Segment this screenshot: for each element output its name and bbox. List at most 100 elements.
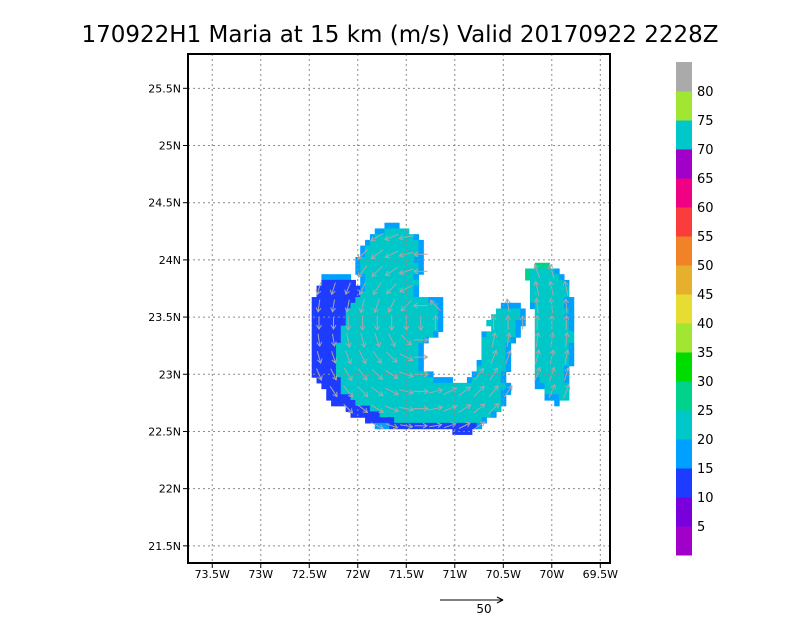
wind-cell	[326, 297, 332, 304]
wind-cell	[394, 274, 400, 281]
wind-cell	[423, 319, 429, 327]
wind-cell	[486, 354, 492, 361]
wind-cell	[365, 274, 371, 281]
wind-cell	[360, 359, 366, 367]
wind-cell	[559, 348, 565, 355]
wind-cell	[471, 411, 478, 418]
wind-cell	[335, 342, 342, 350]
wind-cell	[374, 257, 381, 264]
wind-cell	[331, 331, 337, 338]
wind-cell	[403, 394, 410, 401]
wind-cell	[379, 291, 386, 298]
wind-vector	[385, 369, 399, 379]
wind-cell	[559, 302, 565, 310]
wind-cell	[379, 314, 386, 321]
wind-cell	[403, 382, 410, 390]
wind-cell	[471, 400, 478, 407]
wind-cell	[369, 239, 376, 247]
wind-cell	[437, 314, 444, 321]
wind-cell	[316, 308, 322, 315]
wind-cell	[389, 348, 395, 355]
wind-cell	[515, 319, 521, 327]
wind-cell	[568, 359, 575, 367]
wind-cell	[505, 308, 512, 315]
wind-cell	[549, 394, 555, 401]
wind-vector	[384, 233, 399, 241]
wind-cell	[423, 297, 429, 304]
wind-cell	[394, 382, 400, 390]
wind-cell	[379, 394, 386, 401]
wind-cell	[457, 394, 463, 401]
wind-cell	[389, 400, 395, 407]
wind-cell	[340, 331, 347, 338]
wind-cell	[365, 262, 371, 270]
wind-vector	[388, 315, 395, 331]
wind-cell	[568, 308, 575, 315]
wind-cell	[311, 337, 318, 344]
wind-cell	[413, 365, 419, 373]
scale-arrow-head	[496, 596, 504, 604]
wind-cell	[335, 331, 342, 338]
wind-cell	[515, 308, 521, 315]
wind-vector	[473, 385, 485, 397]
wind-cell	[394, 251, 400, 258]
wind-cell	[399, 314, 405, 321]
wind-cell	[447, 411, 453, 418]
wind-cell	[486, 348, 492, 355]
wind-vector	[428, 387, 444, 394]
wind-cell	[539, 308, 546, 315]
wind-cell	[374, 359, 381, 367]
wind-cell	[408, 411, 415, 418]
wind-cell	[399, 365, 405, 373]
wind-cell	[413, 245, 419, 252]
wind-cell	[559, 297, 565, 304]
colorbar-swatch	[676, 468, 692, 498]
wind-vector	[344, 299, 351, 313]
wind-cell	[369, 262, 376, 270]
wind-cell	[340, 348, 347, 355]
wind-cell	[568, 297, 575, 304]
wind-vector	[316, 351, 323, 365]
wind-cell	[331, 382, 337, 390]
wind-cell	[321, 337, 327, 344]
wind-cell	[486, 337, 492, 344]
wind-cell	[408, 342, 415, 350]
wind-cell	[374, 262, 381, 270]
wind-cell	[374, 331, 381, 338]
x-tick-label: 71.5W	[389, 568, 424, 581]
wind-cell	[408, 394, 415, 401]
wind-cell	[374, 297, 381, 304]
x-tick-label: 70W	[539, 568, 564, 581]
wind-cell	[544, 302, 550, 310]
wind-cell	[496, 342, 502, 350]
wind-vector	[414, 422, 428, 429]
wind-cell	[369, 400, 376, 407]
wind-cell	[539, 279, 546, 287]
wind-cell	[384, 285, 390, 292]
wind-cell	[403, 400, 410, 407]
wind-cell	[321, 325, 327, 332]
wind-cell	[384, 394, 390, 401]
wind-cell	[360, 274, 366, 281]
wind-cell	[350, 382, 356, 390]
wind-cell	[369, 291, 376, 298]
wind-cell	[326, 302, 332, 310]
wind-cell	[384, 422, 390, 430]
wind-cell	[554, 268, 560, 275]
wind-cell	[418, 417, 424, 424]
wind-cell	[432, 400, 439, 407]
y-tick-label: 24N	[159, 254, 181, 267]
wind-cell	[408, 382, 415, 390]
wind-cell	[428, 331, 434, 338]
wind-cell	[457, 417, 463, 424]
wind-cell	[326, 359, 332, 367]
wind-cell	[496, 331, 502, 338]
wind-vector	[412, 302, 428, 309]
wind-cell	[428, 314, 434, 321]
wind-cell	[365, 325, 371, 332]
wind-cell	[335, 394, 342, 401]
wind-cell	[399, 382, 405, 390]
y-tick-label: 25N	[159, 140, 181, 153]
wind-cell	[432, 308, 439, 315]
wind-cell	[389, 239, 395, 247]
